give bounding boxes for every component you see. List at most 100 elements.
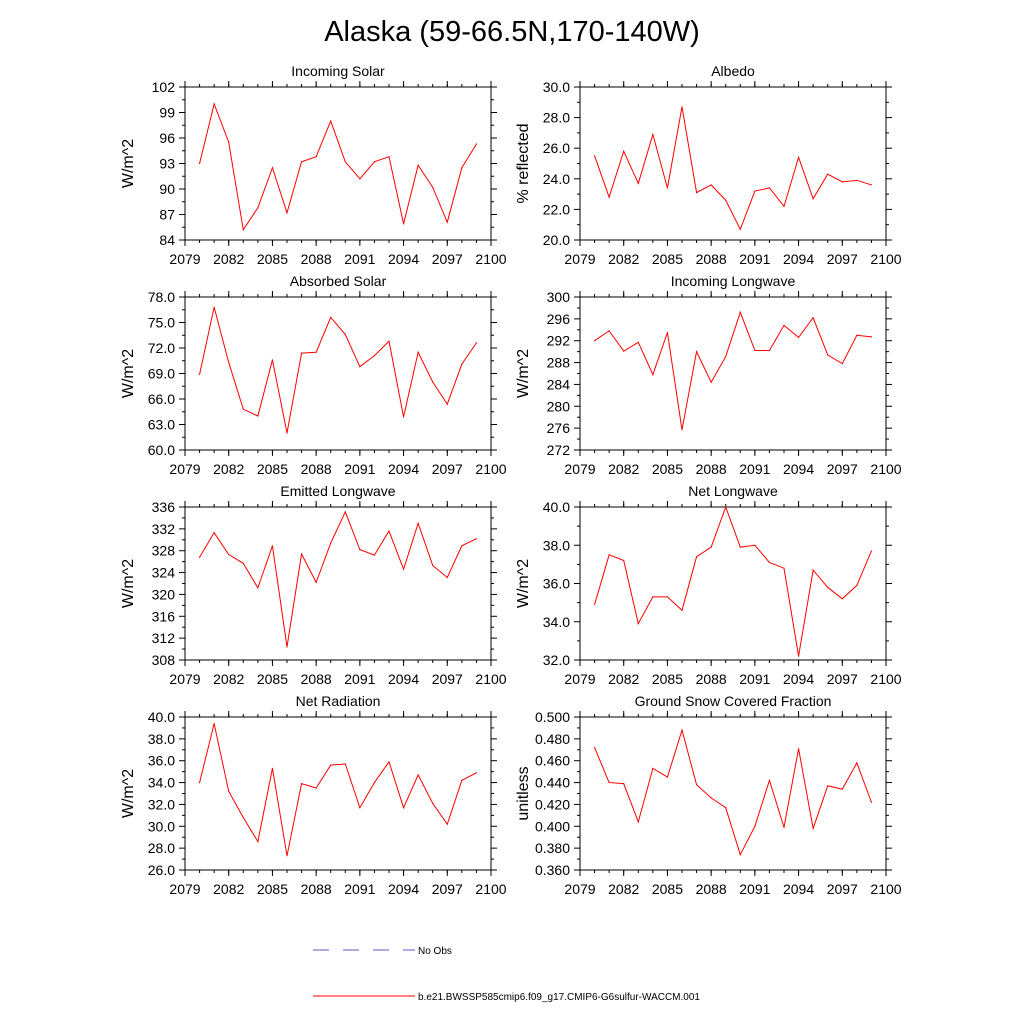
x-tick-label: 2091 bbox=[739, 251, 770, 267]
data-point bbox=[827, 785, 829, 787]
x-tick-label: 2091 bbox=[344, 461, 375, 477]
y-tick-label: 30.0 bbox=[543, 79, 570, 95]
y-tick-label: 312 bbox=[152, 630, 176, 646]
y-tick-label: 336 bbox=[152, 499, 176, 515]
data-point bbox=[228, 790, 230, 792]
y-tick-label: 28.0 bbox=[148, 840, 175, 856]
y-tick-label: 284 bbox=[547, 376, 571, 392]
data-point bbox=[213, 103, 215, 105]
y-tick-label: 36.0 bbox=[543, 576, 570, 592]
plot-frame bbox=[579, 716, 887, 871]
panels: 2079 2082 2085 2088 2091 2094 2097 2100 84 87 90 93… bbox=[120, 63, 902, 897]
data-point bbox=[827, 173, 829, 175]
data-point bbox=[344, 763, 346, 765]
data-point bbox=[856, 179, 858, 181]
panel-title: Albedo bbox=[711, 63, 755, 79]
panel-title: Incoming Solar bbox=[291, 63, 385, 79]
x-tick-label: 2088 bbox=[301, 251, 332, 267]
y-tick-label: 99 bbox=[159, 105, 175, 121]
y-tick-label: 69.0 bbox=[148, 366, 175, 382]
data-point bbox=[475, 538, 478, 540]
data-point bbox=[359, 549, 361, 551]
data-point bbox=[666, 331, 669, 334]
plot-frame bbox=[184, 296, 492, 451]
data-point bbox=[637, 182, 639, 184]
x-tick-label: 2094 bbox=[388, 671, 419, 687]
data-point bbox=[637, 821, 639, 823]
x-tick-label: 2091 bbox=[739, 671, 770, 687]
series-line bbox=[199, 510, 477, 647]
x-tick-label: 2085 bbox=[257, 671, 288, 687]
data-point bbox=[330, 120, 332, 122]
y-tick-label: 0.400 bbox=[535, 818, 570, 834]
x-tick-label: 2094 bbox=[388, 251, 419, 267]
series-line bbox=[594, 728, 872, 857]
y-tick-label: 38.0 bbox=[148, 731, 175, 747]
y-tick-label: 38.0 bbox=[543, 537, 570, 553]
x-tick-label: 2094 bbox=[388, 461, 419, 477]
data-point bbox=[768, 187, 771, 189]
data-point bbox=[725, 355, 727, 358]
data-point bbox=[695, 351, 698, 353]
y-tick-label: 0.380 bbox=[535, 840, 570, 856]
y-tick-label: 26.0 bbox=[148, 862, 175, 878]
data-point bbox=[359, 807, 361, 809]
y-tick-label: 296 bbox=[547, 311, 571, 327]
x-tick-label: 2088 bbox=[301, 881, 332, 897]
data-point bbox=[710, 381, 712, 383]
y-tick-label: 75.0 bbox=[148, 315, 175, 331]
y-tick-label: 0.500 bbox=[535, 709, 570, 725]
data-point bbox=[286, 432, 288, 434]
y-tick-label: 0.360 bbox=[535, 862, 570, 878]
legend-label-model-run: b.e21.BWSSP585cmip6.f09_g17.CMIP6-G6sulf… bbox=[418, 992, 700, 1003]
data-point bbox=[388, 530, 390, 532]
data-point bbox=[841, 598, 843, 600]
x-tick-label: 2097 bbox=[432, 881, 463, 897]
x-tick-label: 2085 bbox=[652, 881, 683, 897]
x-tick-label: 2100 bbox=[475, 461, 506, 477]
data-point bbox=[213, 306, 215, 308]
data-point bbox=[783, 826, 785, 828]
y-axis-label: W/m^2 bbox=[515, 559, 532, 608]
panel-title: Emitted Longwave bbox=[280, 483, 395, 499]
x-tick-label: 2091 bbox=[344, 671, 375, 687]
data-point bbox=[652, 133, 654, 136]
data-point bbox=[461, 167, 463, 169]
y-tick-label: 40.0 bbox=[148, 709, 175, 725]
y-tick-label: 84 bbox=[159, 232, 175, 248]
x-tick-label: 2079 bbox=[564, 671, 595, 687]
x-tick-label: 2097 bbox=[827, 671, 858, 687]
data-point bbox=[257, 415, 259, 417]
panel-incoming-longwave: 2079 2082 2085 2088 2091 2094 2097 2100 272 276 28… bbox=[515, 273, 902, 477]
x-tick-label: 2082 bbox=[213, 251, 244, 267]
data-point bbox=[783, 205, 785, 207]
y-tick-label: 28.0 bbox=[543, 110, 570, 126]
data-point bbox=[783, 324, 785, 327]
data-point bbox=[432, 186, 434, 188]
data-point bbox=[797, 156, 800, 158]
panel-net-longwave: 2079 2082 2085 2088 2091 2094 2097 2100 32.0 34.0… bbox=[515, 483, 902, 687]
x-tick-label: 2097 bbox=[827, 881, 858, 897]
data-point bbox=[870, 184, 873, 186]
data-point bbox=[695, 784, 698, 786]
data-point bbox=[768, 561, 771, 564]
data-point bbox=[315, 156, 317, 158]
y-tick-label: 36.0 bbox=[148, 753, 175, 769]
panel-net-radiation: 2079 2082 2085 2088 2091 2094 2097 2100 26.0 28.0… bbox=[120, 693, 507, 897]
data-point bbox=[856, 584, 858, 587]
y-axis-label: W/m^2 bbox=[120, 559, 137, 608]
x-tick-label: 2091 bbox=[344, 251, 375, 267]
data-point bbox=[271, 167, 274, 169]
data-point bbox=[812, 827, 814, 830]
y-tick-label: 32.0 bbox=[543, 652, 570, 668]
data-point bbox=[242, 229, 244, 231]
data-point bbox=[402, 807, 405, 809]
data-point bbox=[315, 581, 317, 584]
x-tick-label: 2091 bbox=[739, 461, 770, 477]
data-point bbox=[344, 511, 346, 513]
data-point bbox=[388, 761, 390, 763]
y-tick-label: 34.0 bbox=[148, 775, 175, 791]
data-point bbox=[870, 336, 873, 338]
data-point bbox=[330, 764, 332, 766]
data-point bbox=[754, 544, 756, 546]
